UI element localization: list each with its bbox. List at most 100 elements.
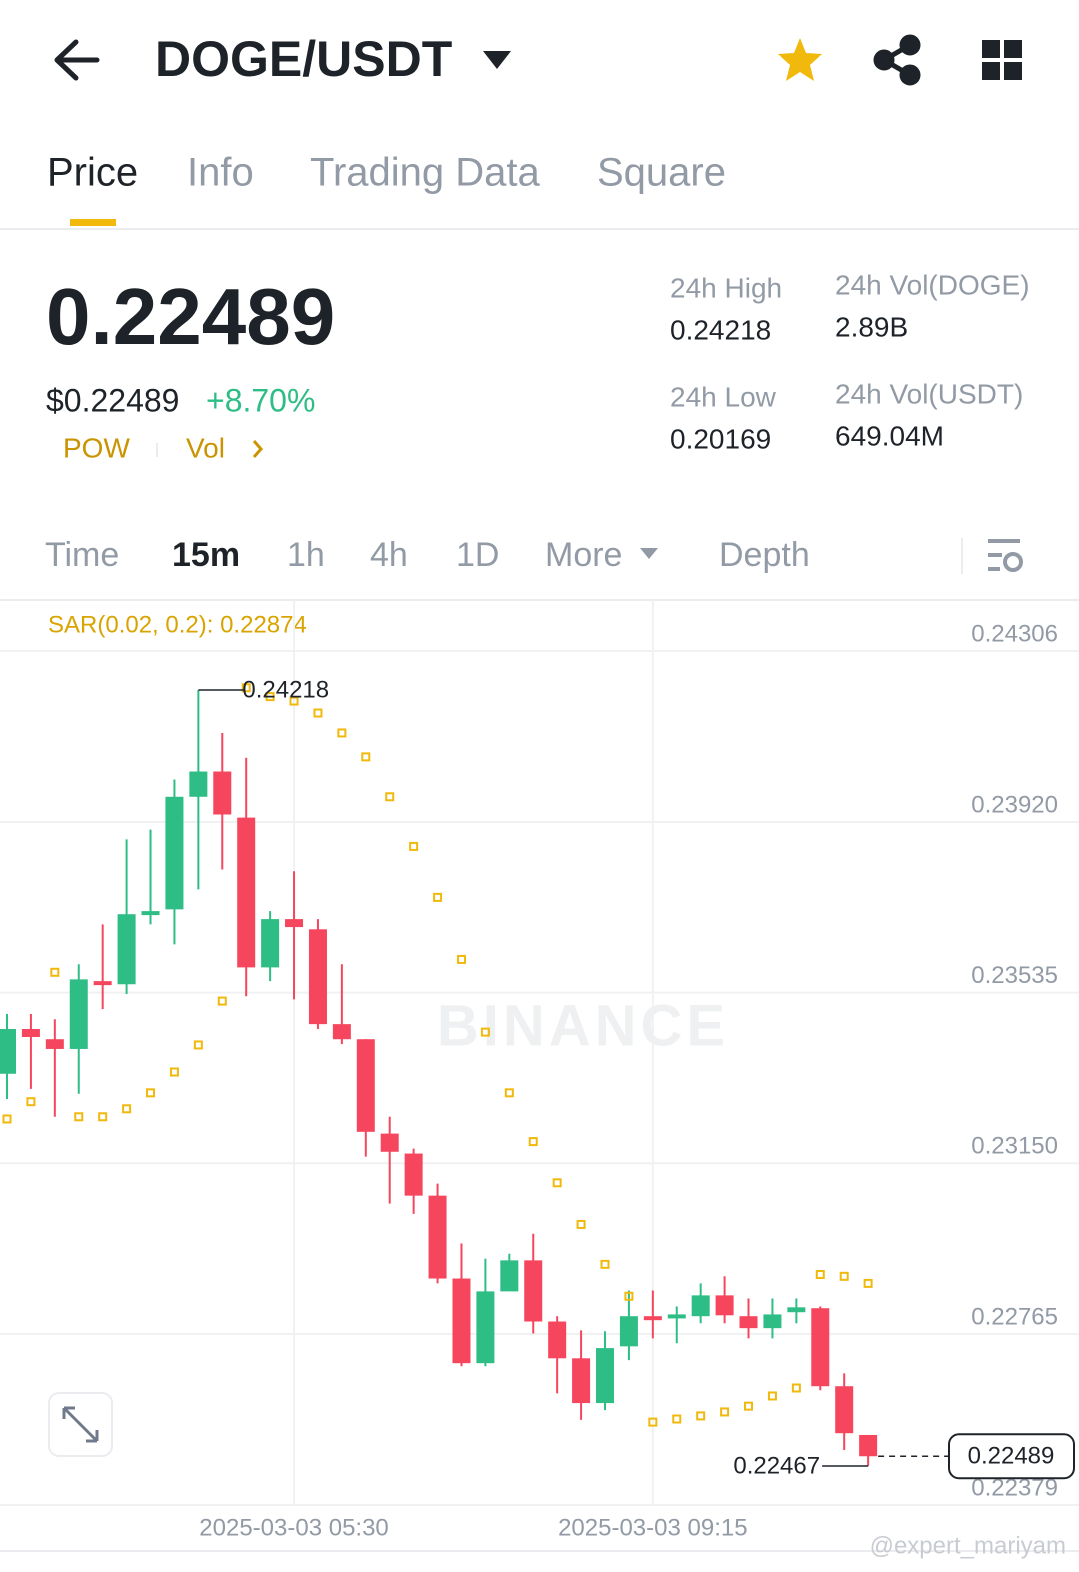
x-tick-label: 2025-03-03 09:15	[558, 1514, 748, 1541]
last-price-label: 0.22489	[968, 1443, 1055, 1470]
sar-dot	[696, 1411, 706, 1421]
interval[interactable]: 15m	[172, 536, 240, 574]
expand-button[interactable]	[48, 1392, 113, 1457]
sar-dot	[528, 1137, 538, 1147]
stat-label: 24h Vol(DOGE)	[835, 269, 1030, 300]
candle-body	[261, 919, 280, 968]
usd-price: $0.22489	[46, 382, 179, 418]
sar-dot	[50, 967, 60, 977]
interval[interactable]: More	[545, 536, 622, 574]
share-icon[interactable]	[873, 34, 921, 86]
candle-body	[859, 1434, 878, 1457]
sar-dot	[600, 1259, 610, 1269]
indicator-label: SAR(0.02, 0.2): 0.22874	[48, 611, 307, 638]
sar-dot	[839, 1271, 849, 1281]
low-label: 0.22467	[733, 1452, 820, 1479]
sar-dot	[456, 954, 466, 964]
stat-label: 24h Low	[670, 381, 777, 412]
sar-dot	[385, 792, 395, 802]
sar-dot	[74, 1112, 84, 1122]
interval[interactable]: 4h	[370, 536, 408, 574]
chart-settings-icon[interactable]	[988, 539, 1023, 572]
candle-body	[715, 1295, 734, 1316]
sar-dot	[241, 683, 251, 693]
sar-dot	[26, 1097, 36, 1107]
sar-dot	[217, 996, 227, 1006]
candle-body	[189, 771, 208, 797]
tab-indicator	[70, 219, 116, 226]
back-button[interactable]	[54, 39, 100, 81]
sar-dot	[672, 1414, 682, 1424]
tab[interactable]: Info	[187, 151, 254, 195]
candle-body	[213, 771, 232, 815]
link-arrow[interactable]	[252, 440, 263, 458]
stat-label: 24h Vol(USDT)	[835, 378, 1023, 409]
candle-body	[835, 1386, 854, 1434]
sar-dot	[193, 1040, 203, 1050]
tab[interactable]: Price	[47, 151, 138, 195]
link[interactable]: Vol	[186, 432, 225, 463]
candle-body	[739, 1316, 758, 1329]
candle-body	[380, 1133, 399, 1152]
candle-body	[141, 911, 160, 916]
candle-body	[165, 796, 184, 910]
sar-dot	[433, 892, 443, 902]
sar-dot	[361, 752, 371, 762]
sar-dot	[122, 1104, 132, 1114]
link[interactable]: POW	[63, 432, 130, 463]
grid-menu-icon[interactable]	[982, 40, 1022, 80]
candle-body	[428, 1195, 447, 1279]
sar-dot	[289, 696, 299, 706]
candle-body	[0, 1029, 16, 1074]
candle-body	[308, 929, 327, 1025]
candle-body	[596, 1348, 614, 1404]
sar-dot	[337, 728, 347, 738]
candle-body	[45, 1039, 64, 1049]
y-tick-label: 0.22765	[971, 1303, 1058, 1330]
sar-dot	[552, 1178, 562, 1188]
candle-body	[356, 1039, 375, 1132]
candle-body	[524, 1260, 543, 1322]
candle-body	[237, 817, 256, 968]
more-dropdown[interactable]	[640, 548, 658, 559]
candle-body	[667, 1314, 686, 1319]
interval[interactable]: Depth	[719, 536, 810, 574]
stat-value: 0.24218	[670, 314, 771, 345]
y-tick-label: 0.23150	[971, 1133, 1058, 1160]
interval[interactable]: 1D	[456, 536, 499, 574]
candle-body	[404, 1153, 423, 1196]
last-price-box	[948, 1433, 1075, 1480]
favorite-icon[interactable]	[778, 38, 822, 81]
sar-dot	[791, 1383, 801, 1393]
last-price: 0.22489	[46, 272, 335, 361]
candle-body	[619, 1316, 638, 1347]
candle-body	[787, 1307, 806, 1313]
watermark: BINANCE	[437, 993, 729, 1058]
price-change: +8.70%	[206, 382, 315, 418]
stat-value: 2.89B	[835, 311, 908, 342]
sar-dot	[744, 1401, 754, 1411]
sar-dot	[576, 1219, 586, 1229]
pair-dropdown[interactable]	[483, 51, 511, 69]
candle-body	[93, 981, 112, 986]
sar-dot	[863, 1278, 873, 1288]
candles: 0.243060.239200.235350.231500.227650.223…	[0, 600, 1079, 1541]
sar-dot	[2, 1114, 12, 1124]
pair-title[interactable]: DOGE/USDT	[155, 31, 452, 87]
interval[interactable]: 1h	[287, 536, 325, 574]
tab[interactable]: Trading Data	[310, 151, 541, 195]
candle-body	[691, 1295, 710, 1317]
candle-body	[572, 1358, 591, 1404]
sar-dot	[98, 1112, 108, 1122]
y-tick-label: 0.24306	[971, 620, 1058, 647]
stat-label: 24h High	[670, 272, 782, 303]
candle-body	[811, 1308, 830, 1387]
candle-body	[763, 1314, 782, 1329]
interval[interactable]: Time	[45, 536, 119, 574]
candle-body	[285, 919, 304, 928]
high-label: 0.24218	[242, 676, 329, 703]
tab[interactable]: Square	[597, 151, 726, 195]
y-tick-label: 0.23920	[971, 791, 1058, 818]
candle-body	[476, 1291, 495, 1364]
